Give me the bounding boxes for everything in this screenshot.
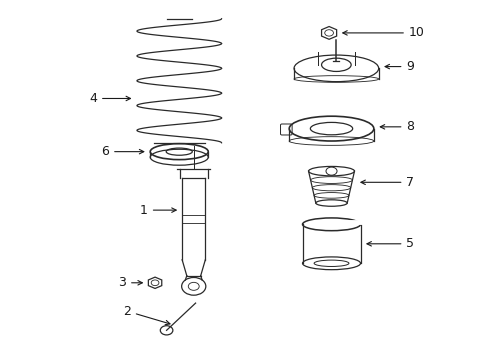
Text: 2: 2 (123, 305, 170, 325)
Text: 9: 9 (385, 60, 413, 73)
Text: 6: 6 (101, 145, 143, 158)
Text: 7: 7 (360, 176, 414, 189)
Text: 5: 5 (366, 237, 414, 250)
Text: 8: 8 (380, 120, 414, 133)
Text: 1: 1 (140, 204, 176, 217)
Text: 4: 4 (89, 92, 130, 105)
Text: 10: 10 (342, 26, 424, 39)
Text: 3: 3 (118, 276, 142, 289)
